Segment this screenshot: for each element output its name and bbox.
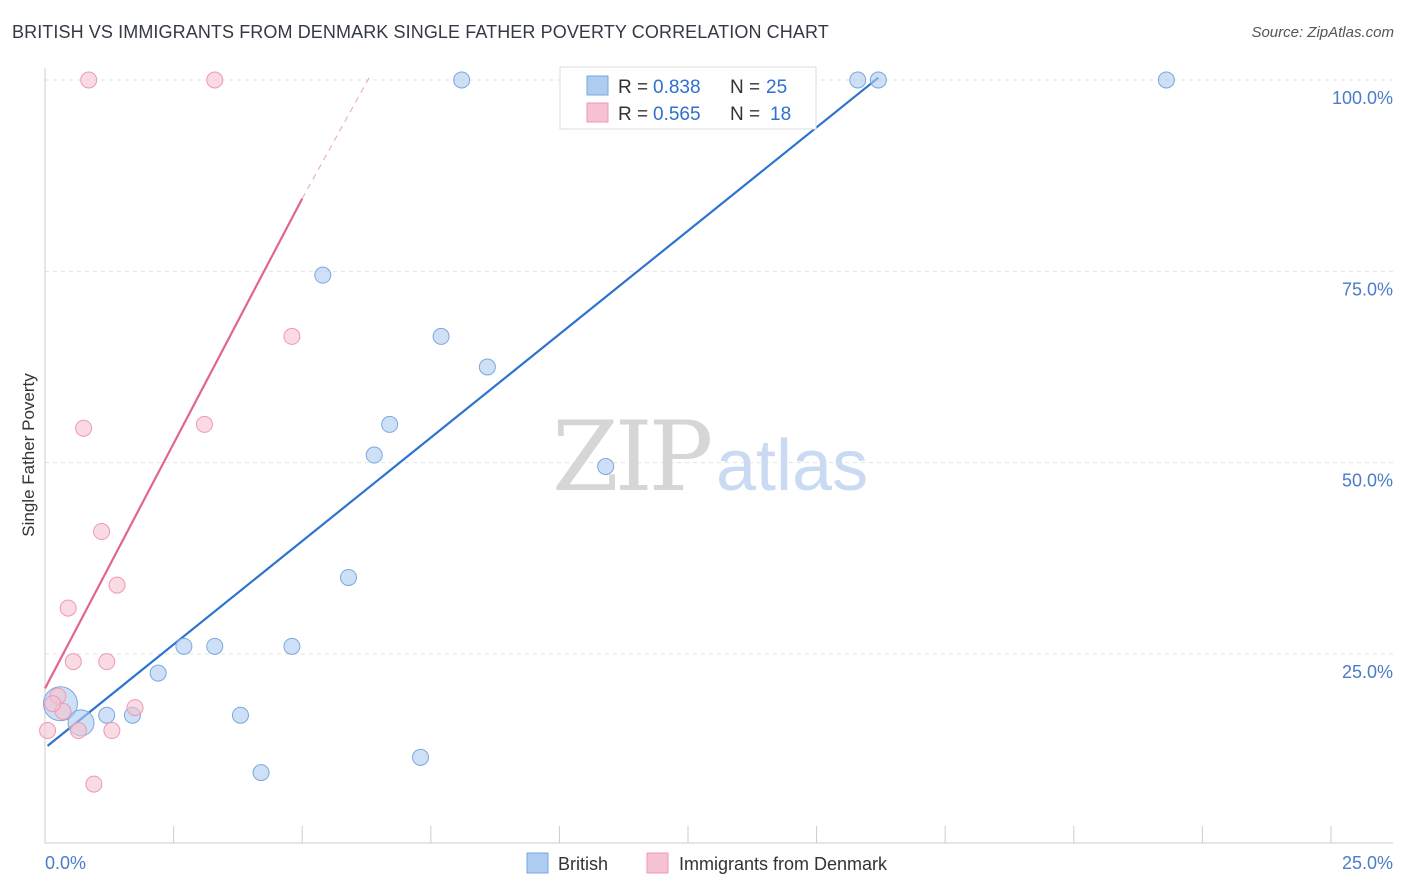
- grid-layer: [45, 79, 1393, 655]
- denmark-point: [85, 775, 103, 793]
- british-point: [412, 748, 430, 766]
- x-tick-label: 0.0%: [45, 853, 86, 873]
- denmark-point: [44, 695, 62, 713]
- british-point: [381, 415, 399, 433]
- watermark-zip: ZIP: [552, 401, 711, 513]
- bottom-legend-swatch-british: [526, 852, 549, 874]
- legend-r-value-denmark: 0.565: [653, 104, 701, 125]
- british-point: [478, 358, 496, 376]
- british-point: [149, 664, 167, 682]
- legend-n-value-british: 25: [766, 77, 787, 98]
- denmark-point: [195, 415, 213, 433]
- chart-source: Source: ZipAtlas.com: [1251, 24, 1394, 41]
- legend-r-label-british: R =: [618, 77, 648, 98]
- bottom-legend-swatch-denmark: [646, 852, 669, 874]
- british-point: [339, 568, 357, 586]
- trend-lines: [44, 76, 880, 747]
- british-point: [1157, 71, 1175, 89]
- british-point: [314, 266, 332, 284]
- denmark-point: [75, 419, 93, 437]
- legend-r-value-british: 0.838: [653, 77, 701, 98]
- british-point: [432, 327, 450, 345]
- y-tick-label: 25.0%: [1342, 662, 1393, 682]
- denmark-point: [64, 653, 82, 671]
- british-point: [175, 637, 193, 655]
- legend-n-label-british: N =: [730, 77, 760, 98]
- denmark-point: [80, 71, 98, 89]
- legend-swatch-denmark: [586, 102, 609, 123]
- legend-n-value-denmark: 18: [770, 104, 791, 125]
- british-point: [365, 446, 383, 464]
- denmark-point: [126, 699, 144, 717]
- denmark-point: [283, 327, 301, 345]
- legend-bottom: British Immigrants from Denmark: [526, 852, 888, 874]
- denmark-point: [93, 523, 111, 541]
- british-point: [98, 706, 116, 724]
- legend-r-label-denmark: R =: [618, 104, 648, 125]
- denmark-point: [98, 653, 116, 671]
- denmark-trend-line: [44, 198, 304, 689]
- british-point: [869, 71, 887, 89]
- y-tick-label: 75.0%: [1342, 279, 1393, 299]
- british-point: [597, 457, 615, 475]
- denmark-point: [69, 722, 87, 740]
- legend-top: R = 0.838 N = 25 R = 0.565 N = 18: [559, 66, 817, 130]
- british-point: [453, 71, 471, 89]
- axis-layer: 25.0% 50.0% 75.0% 100.0% 0.0% 25.0%: [44, 68, 1393, 873]
- watermark-atlas: atlas: [716, 426, 868, 506]
- x-tick-label: 25.0%: [1342, 853, 1393, 873]
- data-points: [39, 71, 1175, 793]
- denmark-trend-extension: [301, 77, 370, 199]
- denmark-point: [39, 722, 57, 740]
- legend-n-label-denmark: N =: [730, 104, 760, 125]
- british-point: [252, 764, 270, 782]
- watermark: ZIP atlas: [552, 401, 868, 513]
- british-point: [231, 706, 249, 724]
- british-trend-line: [46, 76, 880, 747]
- denmark-point: [108, 576, 126, 594]
- bottom-legend-label-denmark: Immigrants from Denmark: [679, 854, 888, 874]
- y-axis-label: Single Father Poverty: [19, 373, 38, 537]
- bottom-legend-label-british: British: [558, 854, 608, 874]
- y-tick-label: 50.0%: [1342, 471, 1393, 491]
- denmark-point: [206, 71, 224, 89]
- british-point: [206, 637, 224, 655]
- legend-swatch-british: [586, 75, 609, 96]
- denmark-point: [103, 722, 121, 740]
- chart-title: BRITISH VS IMMIGRANTS FROM DENMARK SINGL…: [12, 22, 829, 42]
- y-tick-label: 100.0%: [1332, 88, 1393, 108]
- british-point: [849, 71, 867, 89]
- british-point: [283, 637, 301, 655]
- denmark-point: [59, 599, 77, 617]
